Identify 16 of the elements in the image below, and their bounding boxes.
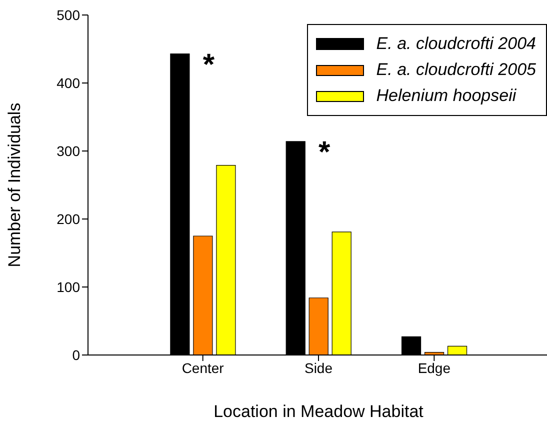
annotation: * <box>318 136 330 170</box>
y-tick-label: 300 <box>56 142 80 159</box>
y-tick-label: 500 <box>56 6 80 23</box>
legend-label: Helenium hoopseii <box>376 86 516 106</box>
legend-label: E. a. cloudcrofti 2004 <box>376 34 536 54</box>
y-tick-label: 0 <box>72 346 80 363</box>
y-axis-title: Number of Individuals <box>5 102 24 268</box>
y-tick-label: 100 <box>56 278 80 295</box>
y-tick-label: 200 <box>56 210 80 227</box>
annotation: * <box>202 48 215 82</box>
x-tick-label: Center <box>182 360 224 376</box>
y-tick-label: 400 <box>56 74 80 91</box>
legend-label: E. a. cloudcrofti 2005 <box>376 60 536 80</box>
x-tick-label: Side <box>304 360 333 376</box>
x-axis-title: Location in Meadow Habitat <box>214 402 424 421</box>
x-tick-label: Edge <box>418 360 451 376</box>
